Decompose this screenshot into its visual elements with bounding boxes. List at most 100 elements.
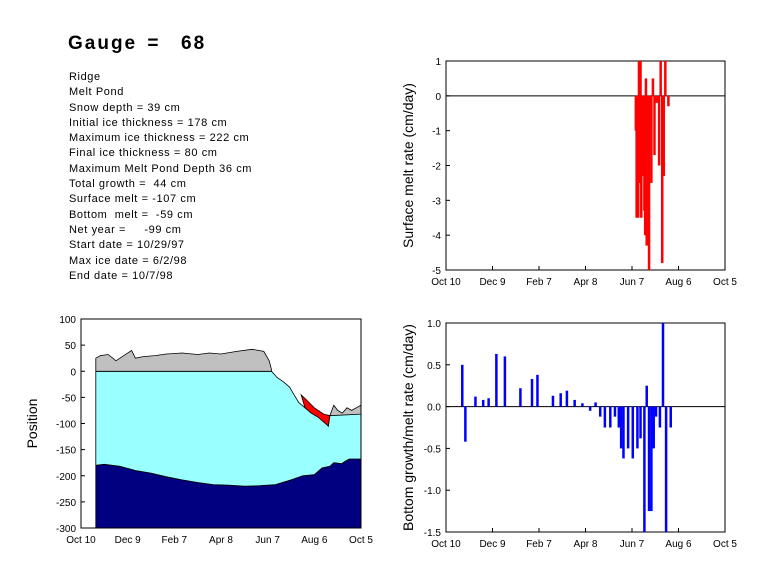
y-tick-label: -1.5 bbox=[424, 528, 442, 539]
x-tick-label: Dec 9 bbox=[479, 277, 506, 288]
data-bar bbox=[565, 390, 569, 407]
data-bar bbox=[640, 95, 643, 218]
x-tick-label: Oct 5 bbox=[349, 535, 373, 546]
y-tick-label: -250 bbox=[56, 498, 76, 509]
data-bar bbox=[639, 406, 642, 439]
data-bar bbox=[636, 406, 639, 449]
data-bar bbox=[503, 356, 507, 407]
ice-area bbox=[95, 370, 362, 487]
data-bar bbox=[619, 406, 623, 449]
data-bar bbox=[573, 399, 576, 407]
data-bar bbox=[659, 61, 662, 96]
data-bar bbox=[613, 406, 617, 417]
y-tick-label: -100 bbox=[56, 420, 76, 431]
y-tick-label: 1.0 bbox=[427, 319, 441, 330]
snow-area-late bbox=[329, 404, 362, 417]
y-tick-label: 1 bbox=[435, 57, 441, 68]
info-line: Start date = 10/29/97 bbox=[69, 239, 185, 252]
data-bar bbox=[598, 406, 602, 417]
y-tick-label: -2 bbox=[432, 162, 441, 173]
snow-area bbox=[95, 348, 273, 372]
data-bar bbox=[536, 374, 539, 407]
x-tick-label: Oct 5 bbox=[713, 277, 737, 288]
y-axis-label: Surface melt rate (cm/day) bbox=[400, 83, 416, 248]
y-tick-label: 100 bbox=[59, 315, 76, 326]
info-line: Melt Pond bbox=[69, 86, 124, 99]
info-line: Initial ice thickness = 178 cm bbox=[69, 116, 228, 129]
x-tick-label: Apr 8 bbox=[574, 277, 598, 288]
x-tick-label: Dec 9 bbox=[479, 539, 506, 550]
data-bar bbox=[644, 78, 648, 96]
data-bar bbox=[637, 61, 641, 96]
x-tick-label: Feb 7 bbox=[526, 277, 552, 288]
data-bar bbox=[647, 406, 651, 512]
data-bar bbox=[658, 406, 662, 428]
data-bar bbox=[530, 379, 534, 407]
x-tick-label: Oct 10 bbox=[431, 277, 461, 288]
data-bar bbox=[559, 393, 562, 407]
plot-frame bbox=[445, 60, 726, 271]
y-axis-label: Position bbox=[24, 399, 40, 449]
y-tick-label: -3 bbox=[432, 196, 441, 207]
info-line: Maximum ice thickness = 222 cm bbox=[69, 132, 250, 145]
info-line: Bottom melt = -59 cm bbox=[69, 208, 194, 221]
data-bar bbox=[664, 406, 668, 532]
info-line: Final ice thickness = 80 cm bbox=[69, 147, 218, 160]
data-bar bbox=[495, 353, 498, 407]
data-bar bbox=[653, 95, 656, 156]
data-bar bbox=[662, 95, 666, 176]
data-bar bbox=[647, 95, 651, 270]
x-tick-label: Dec 9 bbox=[115, 535, 142, 546]
data-bar bbox=[474, 396, 477, 407]
x-tick-label: Aug 6 bbox=[665, 539, 692, 550]
x-tick-label: Feb 7 bbox=[526, 539, 552, 550]
page-title: Gauge = 68 bbox=[68, 33, 207, 54]
data-bar bbox=[638, 95, 641, 183]
info-line: Net year = -99 cm bbox=[69, 223, 182, 236]
data-bar bbox=[551, 395, 555, 407]
data-bar bbox=[645, 385, 648, 407]
data-bar bbox=[481, 399, 485, 407]
y-tick-label: -200 bbox=[56, 472, 76, 483]
x-tick-label: Oct 5 bbox=[713, 539, 737, 550]
y-tick-label: -1 bbox=[432, 127, 441, 138]
y-tick-label: 0.5 bbox=[427, 361, 441, 372]
data-bar bbox=[648, 95, 652, 128]
x-tick-label: Jun 7 bbox=[255, 535, 280, 546]
info-line: Ridge bbox=[69, 71, 101, 83]
x-tick-label: Jun 7 bbox=[620, 277, 645, 288]
y-tick-label: -5 bbox=[432, 266, 441, 277]
data-bar bbox=[487, 398, 490, 407]
info-line: Max ice date = 6/2/98 bbox=[69, 254, 188, 267]
y-tick-label: 0 bbox=[70, 367, 76, 378]
data-bar bbox=[669, 406, 672, 428]
data-bar bbox=[656, 95, 659, 103]
info-line: Maximum Melt Pond Depth 36 cm bbox=[69, 162, 253, 175]
y-tick-label: -300 bbox=[56, 524, 76, 535]
data-bar bbox=[643, 95, 647, 236]
y-tick-label: -50 bbox=[62, 393, 77, 404]
y-tick-label: 0 bbox=[435, 92, 441, 103]
y-tick-label: -4 bbox=[432, 231, 441, 242]
data-bar bbox=[643, 406, 646, 532]
data-bar bbox=[636, 95, 640, 218]
data-bar bbox=[664, 61, 667, 96]
x-tick-label: Jun 7 bbox=[620, 539, 645, 550]
data-bar bbox=[661, 323, 665, 407]
data-bar bbox=[639, 61, 642, 96]
plot-frame bbox=[445, 322, 726, 533]
data-bar bbox=[660, 95, 664, 264]
x-tick-label: Apr 8 bbox=[574, 539, 598, 550]
data-bar bbox=[650, 95, 653, 183]
data-bar bbox=[654, 95, 658, 103]
data-bar bbox=[464, 406, 467, 442]
data-bar bbox=[594, 402, 597, 407]
y-tick-label: 0.0 bbox=[427, 403, 441, 414]
data-bar bbox=[654, 406, 658, 417]
data-bar bbox=[622, 406, 625, 459]
data-bar bbox=[519, 388, 522, 407]
data-bar bbox=[667, 95, 670, 107]
data-bar bbox=[651, 78, 655, 96]
data-bar bbox=[581, 403, 584, 407]
